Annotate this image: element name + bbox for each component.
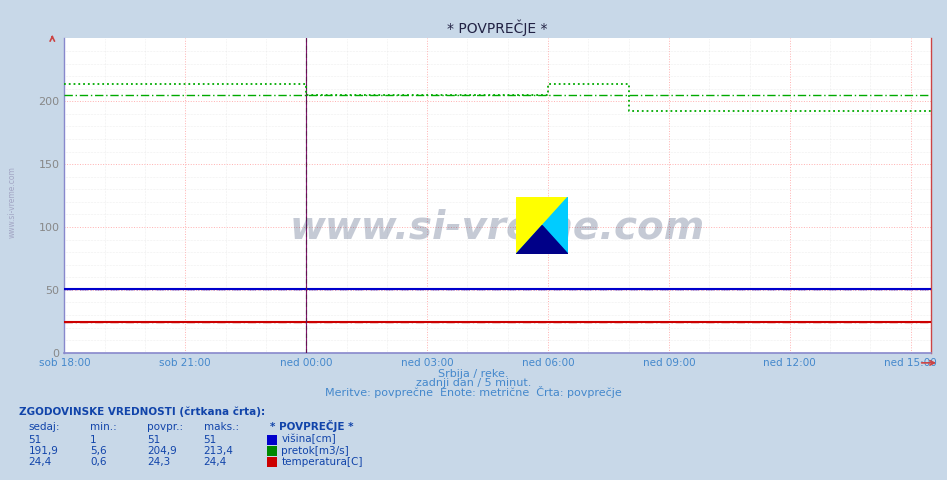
Text: višina[cm]: višina[cm] (281, 434, 336, 444)
Text: www.si-vreme.com: www.si-vreme.com (8, 166, 17, 238)
Polygon shape (516, 226, 568, 254)
Text: ZGODOVINSKE VREDNOSTI (črtkana črta):: ZGODOVINSKE VREDNOSTI (črtkana črta): (19, 407, 265, 417)
Text: www.si-vreme.com: www.si-vreme.com (290, 208, 706, 246)
Polygon shape (516, 197, 568, 254)
Text: 24,4: 24,4 (204, 456, 227, 467)
Text: 191,9: 191,9 (28, 445, 59, 456)
Text: * POVPREČJE *: * POVPREČJE * (270, 420, 353, 432)
Text: 24,4: 24,4 (28, 456, 52, 467)
Text: temperatura[C]: temperatura[C] (281, 456, 363, 467)
Text: Srbija / reke.: Srbija / reke. (438, 369, 509, 379)
Title: * POVPREČJE *: * POVPREČJE * (447, 19, 548, 36)
Text: 213,4: 213,4 (204, 445, 234, 456)
Text: povpr.:: povpr.: (147, 421, 183, 432)
Text: Meritve: povprečne  Enote: metrične  Črta: povprečje: Meritve: povprečne Enote: metrične Črta:… (325, 386, 622, 398)
Text: 24,3: 24,3 (147, 456, 170, 467)
Text: 51: 51 (147, 434, 160, 444)
Text: sedaj:: sedaj: (28, 421, 60, 432)
Text: 51: 51 (204, 434, 217, 444)
Text: 0,6: 0,6 (90, 456, 106, 467)
Polygon shape (516, 197, 568, 254)
Text: zadnji dan / 5 minut.: zadnji dan / 5 minut. (416, 378, 531, 388)
Text: 1: 1 (90, 434, 97, 444)
Text: min.:: min.: (90, 421, 116, 432)
Text: pretok[m3/s]: pretok[m3/s] (281, 445, 349, 456)
Text: maks.:: maks.: (204, 421, 239, 432)
Text: 5,6: 5,6 (90, 445, 107, 456)
Text: 51: 51 (28, 434, 42, 444)
Text: 204,9: 204,9 (147, 445, 176, 456)
